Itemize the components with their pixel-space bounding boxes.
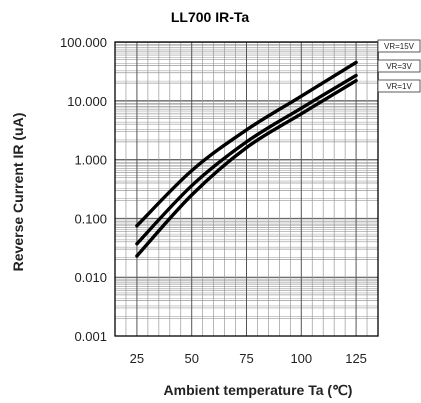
legend-box [377,39,421,53]
series-line-1 [135,73,358,246]
chart-title: LL700 IR-Ta [171,9,250,25]
x-tick-label: 25 [130,351,144,366]
x-tick-label: 75 [239,351,253,366]
x-tick-label: 50 [184,351,198,366]
legend-label: VR=3V [386,62,412,71]
x-axis-label: Ambient temperature Ta (℃) [164,382,353,398]
series-line-0 [135,60,358,228]
y-tick-label: 0.100 [74,211,107,226]
y-tick-label: 10.000 [67,94,107,109]
y-tick-label: 0.001 [74,329,107,344]
legend-box [377,59,421,73]
legend-label: VR=1V [386,82,412,91]
y-tick-label: 100.000 [60,35,107,50]
legend-label: VR=15V [384,42,415,51]
y-tick-label: 1.000 [74,153,107,168]
legend: VR=15V VR=3V VR=1V [377,39,421,93]
x-tick-labels: 25 50 75 100 125 [130,351,367,366]
y-axis-label: Reverse Current IR (uA) [10,113,26,272]
y-tick-label: 0.010 [74,270,107,285]
legend-box [377,79,421,93]
plot-frame [114,41,379,337]
grid [115,42,378,337]
x-tick-label: 125 [345,351,367,366]
series-lines [135,60,358,258]
series-line-2 [135,78,358,258]
y-tick-labels: 100.000 10.000 1.000 0.100 0.010 0.001 [60,35,107,344]
x-tick-label: 100 [290,351,312,366]
